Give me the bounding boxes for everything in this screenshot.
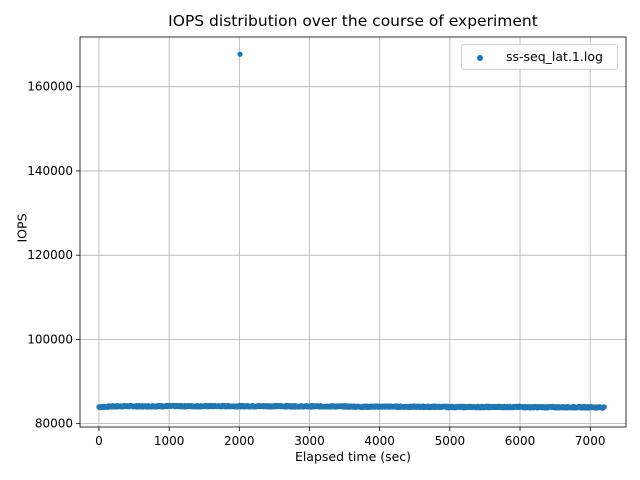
legend: ss-seq_lat.1.log [461, 44, 618, 70]
axes-frame [79, 36, 627, 428]
x-tick-label: 3000 [294, 434, 325, 448]
x-tick-label: 5000 [435, 434, 466, 448]
x-tick-label: 6000 [505, 434, 536, 448]
y-tick-label: 100000 [27, 332, 73, 346]
chart-title: IOPS distribution over the course of exp… [168, 12, 538, 30]
data-point-outlier [237, 51, 243, 57]
x-tick-label: 0 [95, 434, 103, 448]
y-axis-label: IOPS [14, 213, 30, 243]
x-tick-label: 2000 [224, 434, 255, 448]
x-tick-label: 4000 [364, 434, 395, 448]
x-tick-label: 7000 [575, 434, 606, 448]
x-axis-label: Elapsed time (sec) [294, 449, 412, 464]
legend-label: ss-seq_lat.1.log [506, 49, 603, 64]
y-tick-label: 120000 [27, 248, 73, 262]
x-tick-label: 1000 [154, 434, 185, 448]
y-tick-label: 160000 [27, 80, 73, 94]
y-tick-label: 140000 [27, 164, 73, 178]
y-tick-label: 80000 [35, 417, 73, 431]
legend-marker [477, 55, 483, 61]
data-point [601, 404, 607, 410]
